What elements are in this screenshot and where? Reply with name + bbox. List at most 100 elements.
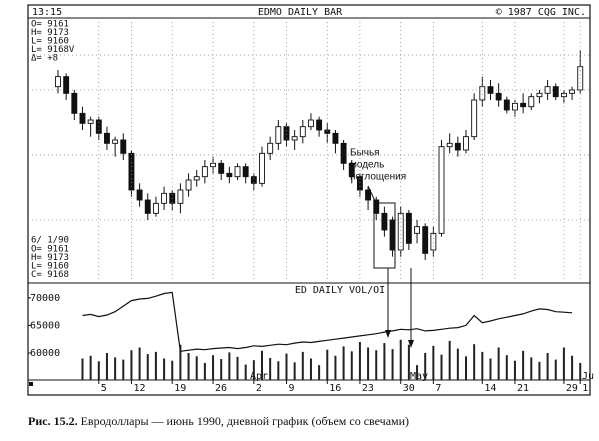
- candle-body: [454, 142, 461, 151]
- volume-bar: [236, 356, 239, 380]
- x-tick-label: 23: [362, 383, 374, 394]
- volume-bar: [244, 364, 247, 380]
- candle-body: [463, 136, 469, 151]
- candle-body: [201, 166, 208, 178]
- volume-bar: [269, 357, 272, 380]
- volume-bar: [146, 354, 149, 380]
- candle-body: [177, 189, 184, 204]
- time: 13:15: [32, 7, 62, 18]
- candle-body: [414, 226, 420, 234]
- info-line: L= 9160: [31, 37, 69, 47]
- volume-bar: [163, 358, 166, 380]
- volume-bar: [383, 343, 386, 380]
- volume-bar: [187, 352, 190, 380]
- candle-body: [552, 86, 559, 98]
- annotation-line: модель: [350, 160, 384, 171]
- y-tick-label: 70000: [30, 293, 60, 304]
- volume-bar: [465, 356, 467, 380]
- candle-body: [193, 176, 200, 181]
- candle-body: [487, 86, 494, 94]
- x-tick-label: 29: [566, 383, 578, 394]
- volume-bar: [546, 352, 549, 380]
- y-tick-label: 65000: [30, 320, 60, 331]
- x-tick-label: 5: [101, 383, 107, 394]
- candle-body: [259, 152, 265, 184]
- volume-bar: [562, 347, 565, 380]
- candle-body: [569, 89, 576, 94]
- x-tick-label: 1: [582, 383, 588, 394]
- candle-body: [79, 112, 86, 124]
- volume-bar: [579, 362, 582, 380]
- candle-body: [438, 146, 445, 234]
- oi-line: [82, 291, 573, 352]
- volume-bar: [195, 356, 198, 380]
- candle-body: [112, 139, 119, 144]
- candle-body: [275, 126, 282, 144]
- volume-bar: [489, 358, 492, 380]
- volume-bar: [554, 359, 557, 380]
- volume-bar: [367, 347, 370, 380]
- arrow-head: [408, 340, 414, 348]
- volume-bar: [318, 365, 321, 380]
- candle-body: [291, 136, 298, 141]
- volume-bar: [171, 360, 174, 380]
- candle-body: [71, 92, 78, 114]
- caption-label: Рис. 15.2.: [28, 414, 78, 428]
- quote-line: O= 9161: [31, 245, 69, 255]
- volume-bar: [448, 340, 451, 380]
- x-tick-label: 2: [256, 383, 262, 394]
- annotation-line: поглощения: [350, 172, 406, 183]
- quote-line: C= 9168: [31, 270, 69, 280]
- quote-date: 6/ 1/90: [31, 236, 69, 246]
- candle-body: [381, 212, 388, 231]
- volume-bar: [358, 341, 361, 380]
- volume-bar: [497, 347, 500, 380]
- volume-bar: [522, 350, 525, 380]
- volume-bar: [212, 355, 215, 380]
- candle-body: [63, 76, 70, 94]
- volume-bar: [220, 359, 223, 380]
- volume-bar: [391, 349, 394, 380]
- info-line: L= 9168V: [31, 45, 75, 55]
- volume-bar: [285, 353, 288, 380]
- volume-bar: [424, 352, 427, 380]
- candle-body: [430, 232, 437, 251]
- candle-body: [536, 92, 543, 98]
- volume-bar: [440, 354, 443, 380]
- caption: Рис. 15.2. Евродоллары — июнь 1990, днев…: [28, 414, 409, 428]
- candle-body: [234, 166, 241, 178]
- volume-bar: [416, 365, 419, 380]
- volume-bar: [538, 361, 541, 380]
- copyright: © 1987 CQG INC.: [496, 7, 586, 18]
- volume-bar: [105, 352, 108, 380]
- candle-body: [405, 212, 412, 244]
- panel-title: ED DAILY VOL/OI: [295, 285, 385, 296]
- candle-body: [495, 92, 502, 101]
- candle-body: [332, 132, 339, 144]
- annotation: Бычья модель поглощения: [350, 148, 406, 183]
- volume-bar: [81, 358, 84, 380]
- volume-bar: [407, 344, 410, 380]
- candle-body: [250, 176, 257, 184]
- quote-line: H= 9173: [31, 253, 69, 263]
- candle-body: [120, 139, 127, 154]
- volume-bar: [350, 351, 353, 380]
- candle-body: [152, 202, 159, 214]
- volume-bar: [228, 352, 231, 380]
- candle-body: [267, 142, 274, 154]
- volume-bar: [481, 351, 484, 380]
- candle-body: [520, 102, 527, 108]
- volume-bar: [114, 357, 117, 380]
- info-line: Δ= +8: [31, 54, 58, 64]
- x-tick-label: 9: [288, 383, 294, 394]
- volume-bar: [513, 360, 516, 380]
- volume-bar: [277, 361, 280, 380]
- volume-bar: [456, 348, 459, 380]
- candle-body: [299, 126, 306, 138]
- candle-body: [144, 199, 151, 214]
- volume-bar: [432, 345, 435, 380]
- volume-bar: [203, 362, 206, 380]
